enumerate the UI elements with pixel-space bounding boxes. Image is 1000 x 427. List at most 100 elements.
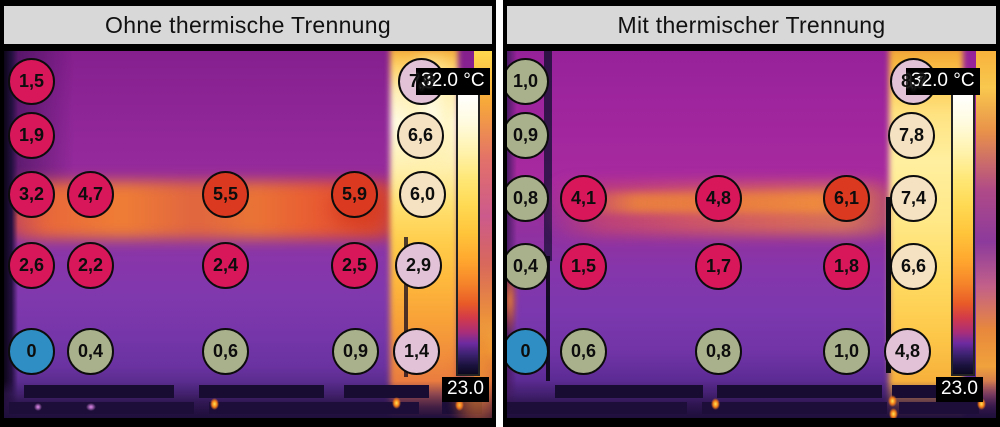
measurement-value: 1,8 bbox=[833, 256, 860, 276]
window-frame-edge-lower bbox=[546, 256, 550, 381]
measurement-point: 6,1 bbox=[823, 175, 870, 222]
measurement-point: 4,8 bbox=[695, 175, 742, 222]
measurement-point: 7,4 bbox=[890, 175, 937, 222]
measurement-point: 1,0 bbox=[507, 58, 549, 105]
thermal-left-edge bbox=[507, 51, 517, 418]
measurement-value: 4,8 bbox=[705, 188, 732, 208]
measurement-value: 6,0 bbox=[409, 184, 436, 204]
measurement-value: 5,9 bbox=[341, 184, 368, 204]
measurement-point: 1,9 bbox=[8, 112, 55, 159]
measurement-value: 8,7 bbox=[900, 71, 927, 91]
panel-divider bbox=[496, 0, 503, 427]
measurement-value: 4,1 bbox=[570, 188, 597, 208]
measurement-value: 6,1 bbox=[833, 188, 860, 208]
measurement-value: 1,9 bbox=[18, 125, 45, 145]
measurement-value: 3,2 bbox=[18, 184, 45, 204]
measurement-point: 5,5 bbox=[202, 171, 249, 218]
measurement-value: 5,5 bbox=[212, 184, 239, 204]
measurement-value: 2,2 bbox=[77, 255, 104, 275]
measurement-value: 6,6 bbox=[407, 125, 434, 145]
measurement-point: 2,5 bbox=[331, 242, 378, 289]
measurement-point: 0,4 bbox=[507, 243, 549, 290]
measurement-point: 0,9 bbox=[332, 328, 379, 375]
measurement-value: 0,9 bbox=[342, 341, 369, 361]
measurement-point: 0 bbox=[507, 328, 549, 375]
measurement-point: 5,9 bbox=[331, 171, 378, 218]
thermal-image-right: 1,0 0,9 0,8 0,4 0 4,1 4,8 6,1 1,5 1,7 1,8 0,6 0,8 1,0… bbox=[507, 51, 996, 418]
measurement-point: 2,6 bbox=[8, 242, 55, 289]
window-frame-line bbox=[404, 237, 408, 377]
measurement-point: 0 bbox=[8, 328, 55, 375]
measurement-point: 4,1 bbox=[560, 175, 607, 222]
measurement-value: 0 bbox=[26, 341, 37, 361]
measurement-point: 4,8 bbox=[884, 328, 931, 375]
measurement-value: 0,6 bbox=[570, 341, 597, 361]
measurement-value: 1,4 bbox=[403, 341, 430, 361]
measurement-point: 1,4 bbox=[393, 328, 440, 375]
window-frame-edge bbox=[544, 51, 552, 261]
thermal-right-edge bbox=[976, 51, 996, 418]
measurement-point: 0,8 bbox=[695, 328, 742, 375]
measurement-value: 6,6 bbox=[900, 256, 927, 276]
measurement-point: 3,2 bbox=[8, 171, 55, 218]
colorbar-min-label: 23.0 bbox=[936, 377, 983, 402]
measurement-value: 4,8 bbox=[894, 341, 921, 361]
colorbar-min-label: 23.0 bbox=[442, 377, 489, 402]
measurement-value: 4,7 bbox=[77, 184, 104, 204]
temperature-colorbar bbox=[456, 92, 480, 376]
window-sill-band bbox=[507, 381, 996, 418]
measurement-point: 2,9 bbox=[395, 242, 442, 289]
measurement-point: 0,6 bbox=[202, 328, 249, 375]
panel-without-thermal-separation: Ohne thermische Trennung 1,5 1,9 3,2 4,7 5,5… bbox=[0, 0, 496, 427]
measurement-points-layer: 1,0 0,9 0,8 0,4 0 4,1 4,8 6,1 1,5 1,7 1,8 0,6 0,8 1,0… bbox=[507, 51, 996, 418]
measurement-point: 2,2 bbox=[67, 242, 114, 289]
thermal-side-glow bbox=[507, 263, 518, 338]
measurement-point: 6,6 bbox=[890, 243, 937, 290]
measurement-value: 0,8 bbox=[705, 341, 732, 361]
colorbar-max-label: 32.0 °C bbox=[416, 68, 490, 95]
panel-right-titlebar: Mit thermischer Trennung bbox=[507, 6, 996, 44]
measurement-value: 7,8 bbox=[898, 125, 925, 145]
measurement-value: 7,8 bbox=[408, 71, 435, 91]
measurement-point: 1,7 bbox=[695, 243, 742, 290]
temperature-colorbar bbox=[951, 92, 975, 376]
measurement-point: 4,7 bbox=[67, 171, 114, 218]
measurement-point: 1,5 bbox=[560, 243, 607, 290]
panel-right-title: Mit thermischer Trennung bbox=[617, 11, 886, 38]
measurement-point: 7,8 bbox=[888, 112, 935, 159]
measurement-points-layer: 1,5 1,9 3,2 4,7 5,5 5,9 2,6 2,2 2,4 2,5 2,9 0 0,4 0,6… bbox=[4, 51, 492, 418]
measurement-point: 0,4 bbox=[67, 328, 114, 375]
measurement-value: 2,5 bbox=[341, 255, 368, 275]
window-sill-band bbox=[4, 381, 492, 418]
measurement-value: 0,8 bbox=[512, 188, 539, 208]
measurement-point: 0,8 bbox=[507, 175, 549, 222]
measurement-point: 1,5 bbox=[8, 58, 55, 105]
measurement-point: 0,9 bbox=[507, 112, 549, 159]
measurement-value: 1,5 bbox=[570, 256, 597, 276]
measurement-point: 2,4 bbox=[202, 242, 249, 289]
measurement-value: 2,9 bbox=[405, 255, 432, 275]
panel-left-titlebar: Ohne thermische Trennung bbox=[4, 6, 492, 44]
measurement-value: 2,4 bbox=[212, 255, 239, 275]
measurement-value: 7,4 bbox=[900, 188, 927, 208]
measurement-point: 1,8 bbox=[823, 243, 870, 290]
colorbar-max-label: 32.0 °C bbox=[906, 68, 980, 95]
measurement-value: 1,7 bbox=[705, 256, 732, 276]
panel-with-thermal-separation: Mit thermischer Trennung 1,0 0,9 0,8 0,4 0 4,… bbox=[503, 0, 1000, 427]
measurement-value: 0,4 bbox=[512, 256, 539, 276]
measurement-point: 6,6 bbox=[397, 112, 444, 159]
measurement-value: 2,6 bbox=[18, 255, 45, 275]
measurement-point: 0,6 bbox=[560, 328, 607, 375]
measurement-value: 0,6 bbox=[212, 341, 239, 361]
measurement-point: 6,0 bbox=[399, 171, 446, 218]
measurement-value: 0 bbox=[520, 341, 531, 361]
measurement-value: 1,5 bbox=[18, 71, 45, 91]
measurement-point: 1,0 bbox=[823, 328, 870, 375]
measurement-value: 0,4 bbox=[77, 341, 104, 361]
measurement-value: 1,0 bbox=[512, 71, 539, 91]
panel-left-title: Ohne thermische Trennung bbox=[105, 11, 391, 38]
thermal-image-left: 1,5 1,9 3,2 4,7 5,5 5,9 2,6 2,2 2,4 2,5 2,9 0 0,4 0,6… bbox=[4, 51, 492, 418]
measurement-value: 0,9 bbox=[512, 125, 539, 145]
window-frame-line bbox=[886, 197, 891, 373]
